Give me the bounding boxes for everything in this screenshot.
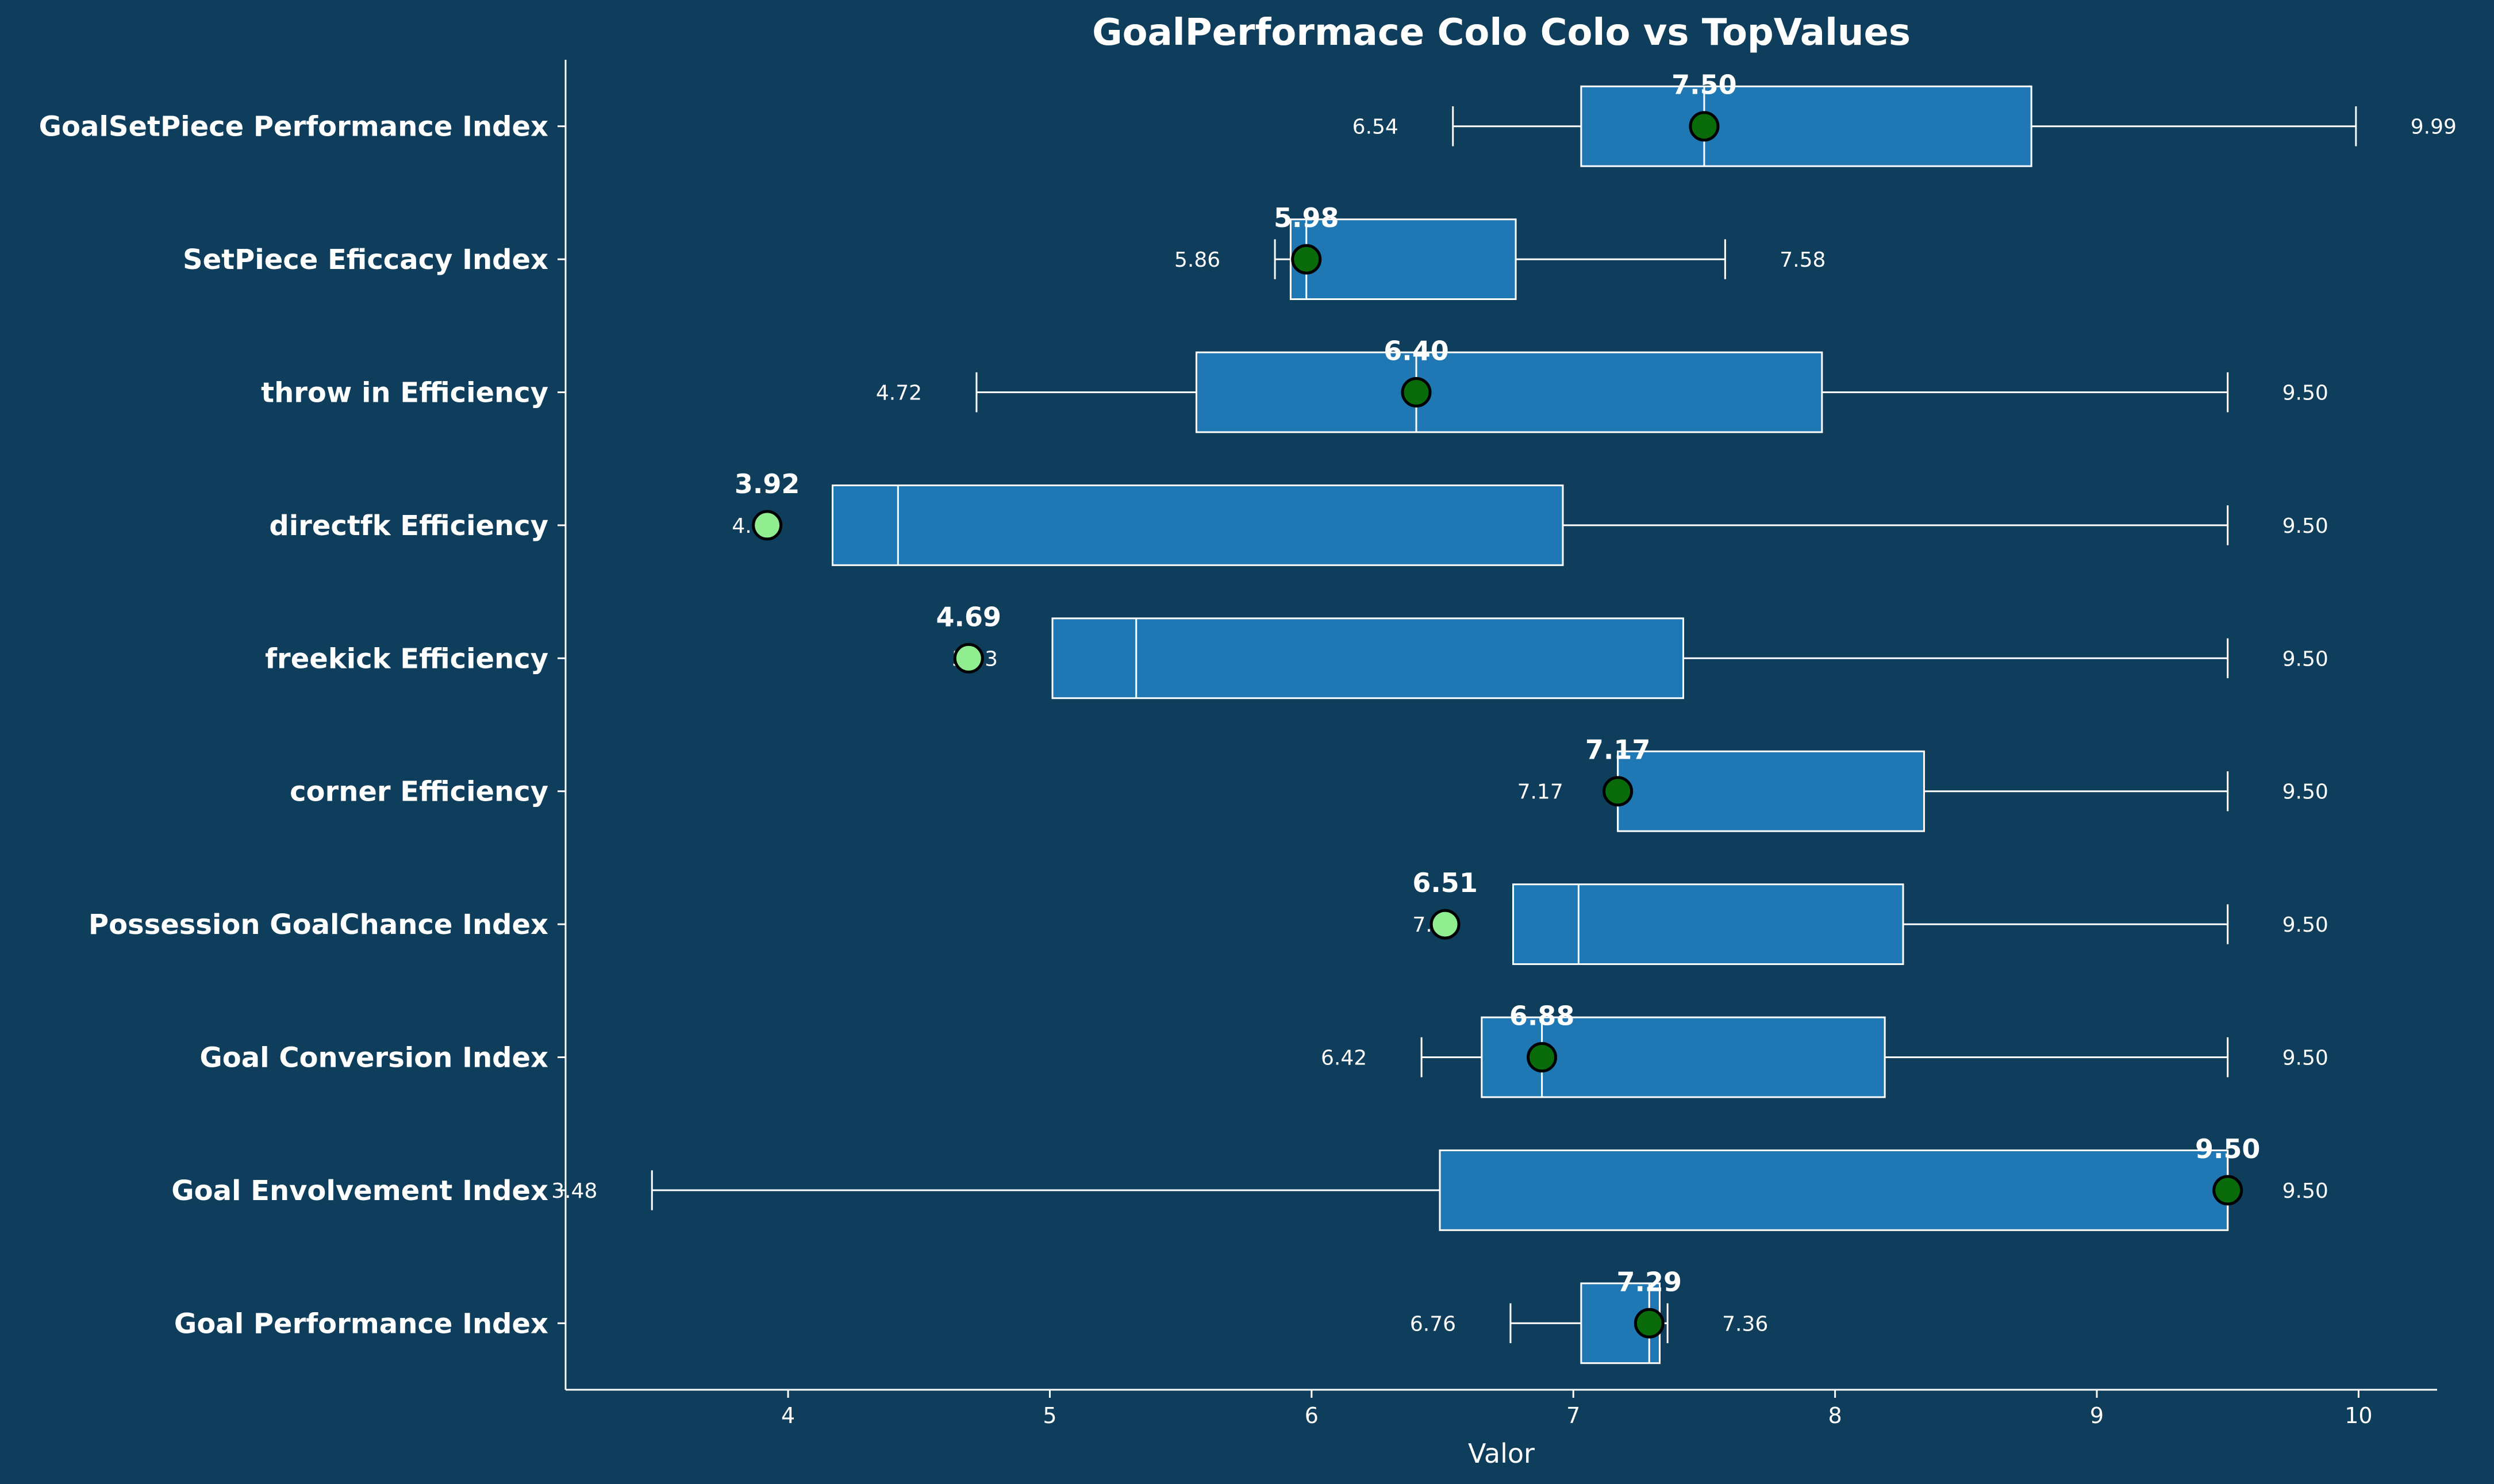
- whisker-high-label: 9.99: [2411, 116, 2457, 139]
- category-label: corner Efficiency: [290, 776, 548, 808]
- whisker-high-label: 9.50: [2282, 1047, 2328, 1070]
- team-value-point: [1429, 909, 1461, 940]
- box: [1195, 351, 1823, 433]
- x-tick-label: 9: [2090, 1403, 2104, 1428]
- team-value-point: [1634, 1308, 1665, 1339]
- whisker-high-label: 9.50: [2282, 382, 2328, 405]
- team-value-label: 3.92: [735, 468, 800, 499]
- category-label: Goal Performance Index: [174, 1308, 548, 1340]
- box: [1617, 750, 1925, 832]
- whisker-low-label: 6.54: [1352, 116, 1398, 139]
- category-label: throw in Efficiency: [261, 377, 548, 409]
- box: [1439, 1149, 2229, 1231]
- whisker-high-label: 9.50: [2282, 514, 2328, 538]
- plot-area: 4 5 6 7 8 9 10 GoalSetPiece Performance Index 6.…: [39, 60, 2457, 1428]
- x-tick-label: 7: [1566, 1403, 1580, 1428]
- box: [1481, 1016, 1886, 1098]
- whisker-low-label: 5.86: [1174, 248, 1220, 272]
- chart-title: GoalPerformace Colo Colo vs TopValues: [1092, 11, 1911, 54]
- category-label: freekick Efficiency: [265, 643, 548, 675]
- team-value-label: 5.98: [1274, 202, 1339, 233]
- whisker-low-label: 4.72: [876, 382, 922, 405]
- x-tick-label: 5: [1043, 1403, 1056, 1428]
- box: [1051, 617, 1684, 699]
- whisker-high-label: 9.50: [2282, 913, 2328, 937]
- box: [1512, 883, 1904, 966]
- team-value-point: [1401, 377, 1432, 407]
- whisker-high-label: 7.58: [1780, 248, 1826, 272]
- team-value-label: 9.50: [2195, 1133, 2261, 1164]
- team-value-label: 7.17: [1585, 735, 1651, 766]
- x-axis-label: Valor: [1468, 1438, 1535, 1469]
- team-value-label: 7.29: [1617, 1266, 1682, 1297]
- team-value-point: [2212, 1175, 2243, 1206]
- whisker-high-label: 9.50: [2282, 647, 2328, 671]
- team-value-label: 7.50: [1671, 70, 1737, 101]
- team-value-point: [1603, 776, 1634, 807]
- whisker-low-label: 3.48: [551, 1179, 597, 1203]
- team-value-point: [752, 510, 783, 541]
- whisker-high-label: 9.50: [2282, 781, 2328, 804]
- team-value-label: 6.51: [1412, 867, 1478, 898]
- team-value-point: [1291, 244, 1322, 275]
- x-tick-label: 6: [1305, 1403, 1319, 1428]
- category-label: Possession GoalChance Index: [89, 909, 548, 941]
- category-label: directfk Efficiency: [269, 510, 548, 542]
- team-value-label: 6.40: [1384, 336, 1449, 367]
- whisker-low-label: 6.76: [1410, 1312, 1456, 1336]
- team-value-point: [1689, 111, 1720, 142]
- box: [1289, 218, 1517, 301]
- box: [1580, 85, 2032, 167]
- category-label: SetPiece Eficcacy Index: [183, 244, 548, 276]
- category-label: Goal Envolvement Index: [171, 1175, 548, 1207]
- x-tick-label: 8: [1828, 1403, 1842, 1428]
- whisker-low-label: 7.17: [1517, 781, 1563, 804]
- x-tick-label: 10: [2345, 1403, 2372, 1428]
- box: [831, 484, 1564, 566]
- whisker-high-label: 7.36: [1722, 1312, 1768, 1336]
- category-label: GoalSetPiece Performance Index: [39, 111, 548, 143]
- team-value-label: 6.88: [1509, 1001, 1575, 1032]
- whisker-high-label: 9.50: [2282, 1179, 2328, 1203]
- category-label: Goal Conversion Index: [199, 1042, 548, 1074]
- whisker-low-label: 6.42: [1321, 1047, 1367, 1070]
- team-value-point: [953, 643, 984, 674]
- team-value-point: [1527, 1042, 1558, 1072]
- team-value-label: 4.69: [936, 601, 1002, 632]
- x-tick-label: 4: [781, 1403, 795, 1428]
